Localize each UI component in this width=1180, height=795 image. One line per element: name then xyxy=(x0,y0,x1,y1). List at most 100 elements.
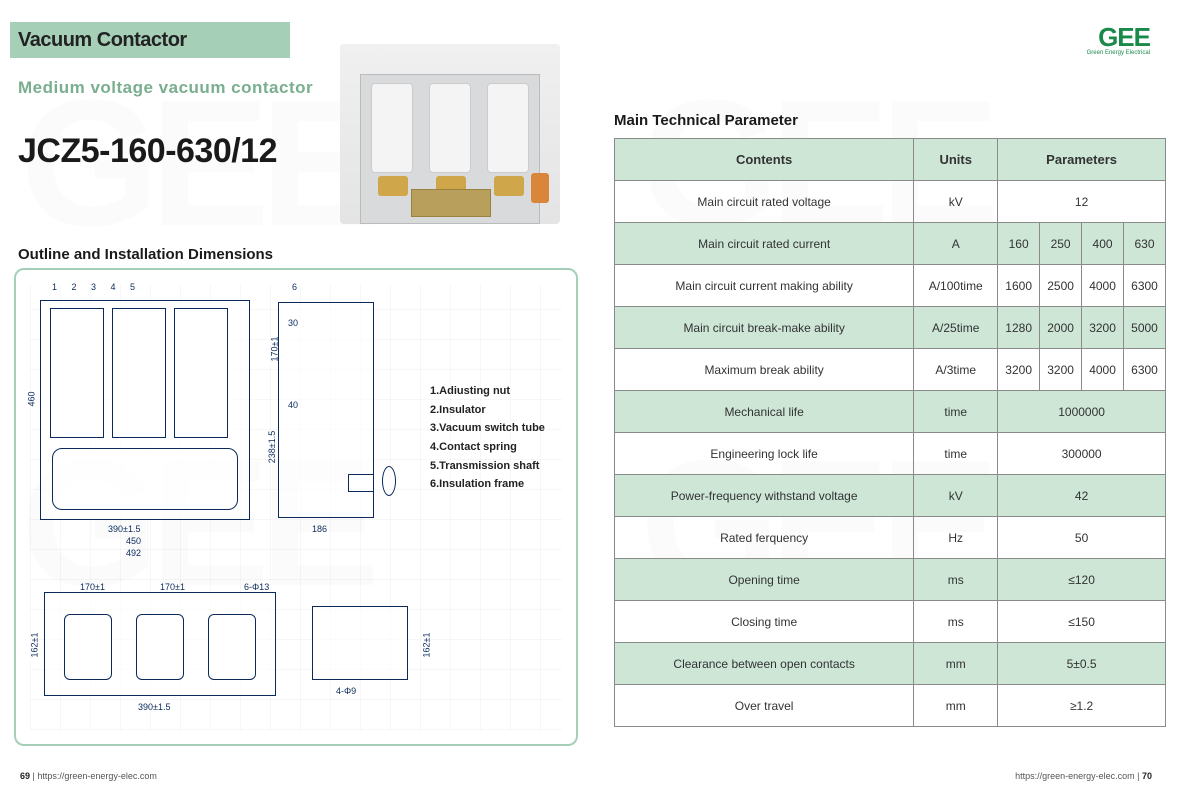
param-value: 5±0.5 xyxy=(998,643,1166,685)
param-value: ≥1.2 xyxy=(998,685,1166,727)
param-value: 2500 xyxy=(1040,265,1082,307)
parts-legend: 1.Adiusting nut 2.Insulator 3.Vacuum swi… xyxy=(430,382,545,494)
param-label: Maximum break ability xyxy=(615,349,914,391)
param-label: Over travel xyxy=(615,685,914,727)
legend-item: 3.Vacuum switch tube xyxy=(430,419,545,438)
dim-460: 460 xyxy=(27,391,37,406)
legend-item: 1.Adiusting nut xyxy=(430,382,545,401)
table-row: Main circuit current making abilityA/100… xyxy=(615,265,1166,307)
param-label: Closing time xyxy=(615,601,914,643)
param-value: 300000 xyxy=(998,433,1166,475)
param-value: 400 xyxy=(1082,223,1124,265)
param-value: 12 xyxy=(998,181,1166,223)
param-value: 3200 xyxy=(1040,349,1082,391)
callout-numbers: 1 2 3 4 5 xyxy=(52,282,141,292)
th-contents: Contents xyxy=(615,139,914,181)
model-number: JCZ5-160-630/12 xyxy=(18,132,277,171)
dim-492: 492 xyxy=(126,548,141,558)
param-label: Main circuit break-make ability xyxy=(615,307,914,349)
param-value: 2000 xyxy=(1040,307,1082,349)
product-photo xyxy=(340,44,560,224)
param-value: 3200 xyxy=(1082,307,1124,349)
brand-logo: GEE xyxy=(1098,22,1150,53)
param-value: 42 xyxy=(998,475,1166,517)
subtitle: Medium voltage vacuum contactor xyxy=(18,78,313,98)
dim-186: 186 xyxy=(312,524,327,534)
param-value: 160 xyxy=(998,223,1040,265)
footer-left: 69 | https://green-energy-elec.com xyxy=(20,771,157,781)
param-value: 1280 xyxy=(998,307,1040,349)
dim-170: 170±1 xyxy=(269,337,279,362)
footer-right: https://green-energy-elec.com | 70 xyxy=(1015,771,1152,781)
param-value: ≤150 xyxy=(998,601,1166,643)
param-value: 6300 xyxy=(1124,349,1166,391)
param-label: Main circuit current making ability xyxy=(615,265,914,307)
param-label: Engineering lock life xyxy=(615,433,914,475)
param-label: Main circuit rated current xyxy=(615,223,914,265)
param-unit: time xyxy=(914,391,998,433)
param-unit: mm xyxy=(914,685,998,727)
legend-item: 4.Contact spring xyxy=(430,438,545,457)
param-value: 50 xyxy=(998,517,1166,559)
outline-diagram: 1 2 3 4 5 6 390±1.5 450 492 460 30 40 17… xyxy=(14,268,578,746)
footer-url: https://green-energy-elec.com xyxy=(37,771,157,781)
param-value: 6300 xyxy=(1124,265,1166,307)
param-label: Rated ferquency xyxy=(615,517,914,559)
dim-390b: 390±1.5 xyxy=(138,702,170,712)
table-row: Opening timems≤120 xyxy=(615,559,1166,601)
param-value: 250 xyxy=(1040,223,1082,265)
param-unit: kV xyxy=(914,475,998,517)
dim-40: 40 xyxy=(288,400,298,410)
table-row: Clearance between open contactsmm5±0.5 xyxy=(615,643,1166,685)
table-row: Maximum break abilityA/3time320032004000… xyxy=(615,349,1166,391)
category-label: Vacuum Contactor xyxy=(18,29,187,52)
param-unit: A/25time xyxy=(914,307,998,349)
dim-162a: 162±1 xyxy=(29,633,39,658)
param-unit: ms xyxy=(914,601,998,643)
table-row: Engineering lock lifetime300000 xyxy=(615,433,1166,475)
param-label: Opening time xyxy=(615,559,914,601)
th-units: Units xyxy=(914,139,998,181)
param-label: Clearance between open contacts xyxy=(615,643,914,685)
param-unit: Hz xyxy=(914,517,998,559)
param-unit: A/3time xyxy=(914,349,998,391)
table-row: Power-frequency withstand voltagekV42 xyxy=(615,475,1166,517)
param-unit: kV xyxy=(914,181,998,223)
param-unit: A/100time xyxy=(914,265,998,307)
param-unit: A xyxy=(914,223,998,265)
table-row: Main circuit rated voltagekV12 xyxy=(615,181,1166,223)
dim-162b: 162±1 xyxy=(421,633,431,658)
footer-url: https://green-energy-elec.com xyxy=(1015,771,1135,781)
table-row: Rated ferquencyHz50 xyxy=(615,517,1166,559)
param-value: 3200 xyxy=(998,349,1040,391)
param-value: 4000 xyxy=(1082,349,1124,391)
legend-item: 5.Transmission shaft xyxy=(430,457,545,476)
dim-170b: 170±1 xyxy=(80,582,105,592)
param-value: ≤120 xyxy=(998,559,1166,601)
param-unit: ms xyxy=(914,559,998,601)
dim-450: 450 xyxy=(126,536,141,546)
outline-heading: Outline and Installation Dimensions xyxy=(18,246,273,263)
param-label: Mechanical life xyxy=(615,391,914,433)
param-value: 5000 xyxy=(1124,307,1166,349)
table-row: Closing timems≤150 xyxy=(615,601,1166,643)
table-row: Over travelmm≥1.2 xyxy=(615,685,1166,727)
param-value: 1000000 xyxy=(998,391,1166,433)
dim-170c: 170±1 xyxy=(160,582,185,592)
param-unit: mm xyxy=(914,643,998,685)
param-value: 630 xyxy=(1124,223,1166,265)
dim-30: 30 xyxy=(288,318,298,328)
legend-item: 6.Insulation frame xyxy=(430,475,545,494)
legend-item: 2.Insulator xyxy=(430,401,545,420)
table-row: Main circuit rated currentA160250400630 xyxy=(615,223,1166,265)
table-row: Mechanical lifetime1000000 xyxy=(615,391,1166,433)
table-row: Main circuit break-make abilityA/25time1… xyxy=(615,307,1166,349)
param-label: Main circuit rated voltage xyxy=(615,181,914,223)
param-value: 1600 xyxy=(998,265,1040,307)
dim-6phi13: 6-Φ13 xyxy=(244,582,269,592)
page-number-left: 69 xyxy=(20,771,30,781)
dim-238: 238±1.5 xyxy=(267,431,277,463)
page-number-right: 70 xyxy=(1142,771,1152,781)
parameter-table: Contents Units Parameters Main circuit r… xyxy=(614,138,1166,727)
brand-logo-sub: Green Energy Electrical xyxy=(1087,50,1150,56)
